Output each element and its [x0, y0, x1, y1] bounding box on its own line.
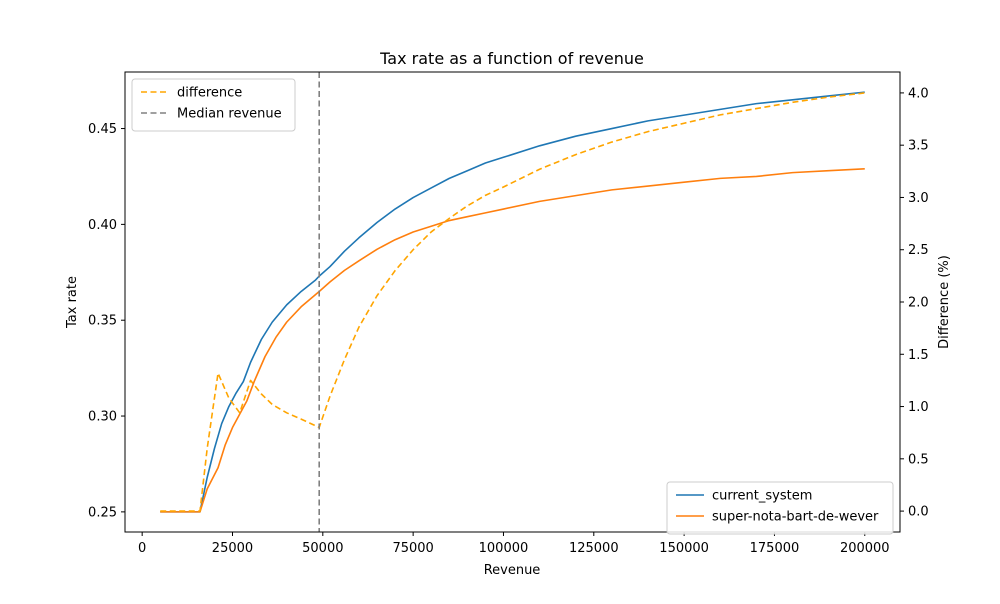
legend-label: super-nota-bart-de-wever [712, 510, 879, 525]
x-tick-label: 25000 [212, 541, 253, 556]
y-right-tick-label: 0.0 [908, 505, 929, 520]
legend-label: Median revenue [177, 107, 282, 122]
series-line-current_system [160, 91, 865, 513]
y-left-tick-label: 0.40 [88, 218, 117, 233]
x-tick-label: 125000 [569, 541, 619, 556]
y-left-tick-label: 0.35 [88, 314, 117, 329]
y-right-tick-label: 2.5 [908, 243, 929, 258]
y-right-tick-label: 2.0 [908, 296, 929, 311]
x-tick-label: 150000 [659, 541, 709, 556]
y-right-tick-label: 0.5 [908, 452, 929, 467]
y-left-tick-label: 0.45 [88, 122, 117, 137]
x-axis-label: Revenue [484, 563, 541, 578]
series-layer [160, 72, 865, 532]
y-right-tick-label: 1.5 [908, 348, 929, 363]
series-line-difference [160, 92, 865, 512]
y-right-axis-label: Difference (%) [937, 255, 952, 349]
y-right-tick-label: 1.0 [908, 400, 929, 415]
legend-label: difference [177, 86, 242, 101]
legend-label: current_system [712, 489, 812, 504]
legend-lower-right: current_system super-nota-bart-de-wever [666, 481, 894, 535]
y-right-tick-label: 4.0 [908, 86, 929, 101]
legend-box [131, 78, 296, 132]
y-left-axis-label: Tax rate [65, 276, 80, 329]
legend-upper-left: difference Median revenue [131, 78, 296, 132]
axes-layer: 0 25000 50000 75000 100000 125000 150000 175000… [88, 71, 929, 556]
y-left-tick-label: 0.25 [88, 505, 117, 520]
series-line-super-nota-bart-de-wever [160, 167, 865, 513]
y-left-tick-label: 0.30 [88, 410, 117, 425]
y-right-tick-label: 3.5 [908, 139, 929, 154]
x-tick-label: 0 [138, 541, 146, 556]
x-tick-label: 200000 [840, 541, 890, 556]
x-tick-label: 50000 [302, 541, 343, 556]
x-tick-label: 75000 [392, 541, 433, 556]
y-right-tick-label: 3.0 [908, 191, 929, 206]
legend-box [666, 481, 894, 535]
chart-title: Tax rate as a function of revenue [379, 49, 644, 68]
x-tick-label: 100000 [479, 541, 529, 556]
plot-frame [124, 71, 901, 533]
x-tick-label: 175000 [750, 541, 800, 556]
